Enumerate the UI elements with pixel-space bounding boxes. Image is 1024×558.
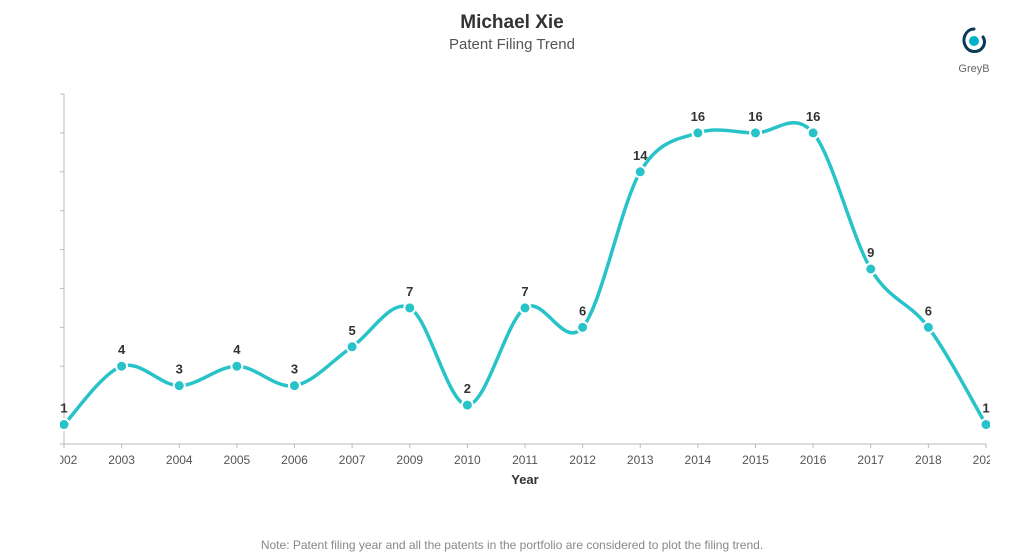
data-label: 5 — [349, 323, 356, 338]
brand-logo: GreyB — [952, 26, 996, 75]
data-label: 16 — [806, 109, 820, 124]
data-point — [174, 380, 185, 391]
logo-icon — [956, 26, 992, 56]
data-point — [750, 127, 761, 138]
series-line — [64, 123, 986, 425]
chart-footnote: Note: Patent filing year and all the pat… — [0, 538, 1024, 552]
data-label: 16 — [748, 109, 762, 124]
data-point — [923, 322, 934, 333]
data-label: 7 — [521, 284, 528, 299]
data-point — [808, 127, 819, 138]
x-tick-label: 2010 — [454, 453, 481, 467]
data-label: 1 — [60, 401, 67, 416]
x-tick-label: 2011 — [512, 453, 538, 467]
data-point — [865, 264, 876, 275]
data-point — [60, 419, 70, 430]
x-tick-label: 2007 — [339, 453, 366, 467]
data-label: 16 — [691, 109, 705, 124]
data-label: 7 — [406, 284, 413, 299]
logo-text: GreyB — [952, 63, 996, 75]
x-tick-label: 2016 — [800, 453, 827, 467]
x-tick-label: 2020 — [973, 453, 990, 467]
data-label: 9 — [867, 245, 874, 260]
data-label: 6 — [925, 303, 932, 318]
data-point — [231, 361, 242, 372]
x-tick-label: 2009 — [396, 453, 423, 467]
data-label: 1 — [982, 401, 989, 416]
data-point — [577, 322, 588, 333]
data-point — [635, 166, 646, 177]
chart-title: Michael Xie — [0, 12, 1024, 34]
x-tick-label: 2012 — [569, 453, 596, 467]
x-tick-label: 2002 — [60, 453, 78, 467]
data-point — [462, 400, 473, 411]
x-tick-label: 2013 — [627, 453, 654, 467]
data-point — [404, 302, 415, 313]
data-label: 3 — [176, 362, 183, 377]
data-label: 4 — [118, 342, 126, 357]
data-point — [692, 127, 703, 138]
chart-subtitle: Patent Filing Trend — [0, 36, 1024, 53]
data-point — [981, 419, 991, 430]
data-label: 3 — [291, 362, 298, 377]
x-tick-label: 2014 — [685, 453, 712, 467]
data-point — [289, 380, 300, 391]
x-tick-label: 2005 — [224, 453, 251, 467]
chart-svg: 0246810121416182002200320042005200620072… — [60, 86, 990, 488]
data-point — [116, 361, 127, 372]
x-tick-label: 2003 — [108, 453, 135, 467]
data-label: 2 — [464, 381, 471, 396]
data-label: 6 — [579, 303, 586, 318]
x-tick-label: 2015 — [742, 453, 769, 467]
data-label: 14 — [633, 148, 648, 163]
data-label: 4 — [233, 342, 241, 357]
chart-container: Michael Xie Patent Filing Trend GreyB 02… — [0, 12, 1024, 558]
x-tick-label: 2017 — [857, 453, 884, 467]
data-point — [520, 302, 531, 313]
plot-area: 0246810121416182002200320042005200620072… — [60, 86, 990, 488]
x-tick-label: 2018 — [915, 453, 942, 467]
x-tick-label: 2004 — [166, 453, 193, 467]
data-point — [347, 341, 358, 352]
x-tick-label: 2006 — [281, 453, 308, 467]
x-axis-title: Year — [511, 472, 538, 487]
